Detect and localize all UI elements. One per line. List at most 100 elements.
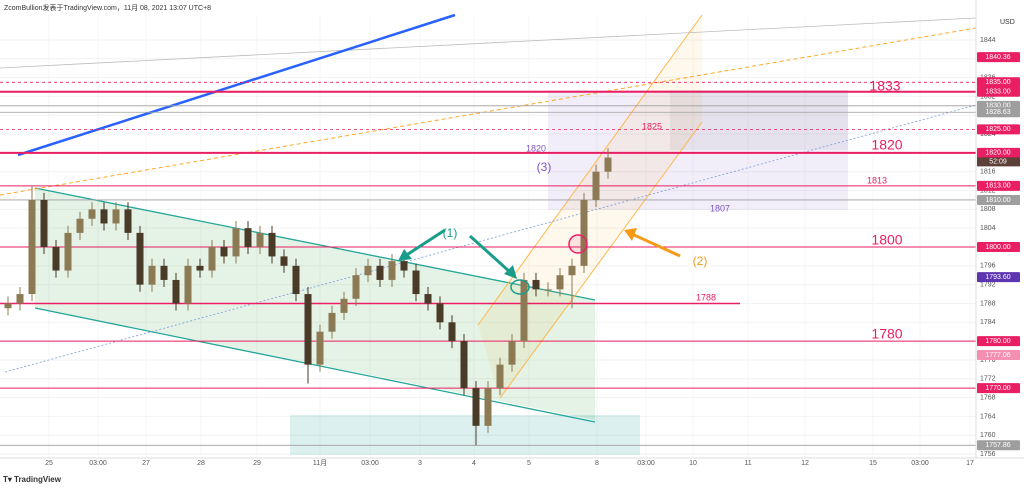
gray-zone [670, 90, 848, 150]
candle-body [88, 209, 96, 219]
candle-body [592, 171, 600, 200]
x-tick-label: 11月 [313, 459, 327, 467]
y-tick-label: 1768 [980, 394, 996, 401]
candle-body [568, 265, 576, 276]
price-label: 1825.00 [985, 126, 1010, 133]
y-tick-label: 1808 [980, 206, 996, 213]
price-label: 1777.06 [985, 352, 1010, 359]
candle-body [184, 265, 192, 304]
gray-trend [0, 17, 977, 69]
candle-body [100, 209, 108, 224]
candle-body [64, 232, 72, 271]
price-label: 1835.00 [985, 79, 1010, 86]
candle-body [352, 275, 360, 299]
arrow-1b-head [504, 265, 517, 279]
price-label: 1828.63 [985, 109, 1010, 116]
candle-body [208, 247, 216, 271]
y-tick-label: 1788 [980, 300, 996, 307]
annotation: 1825 [642, 121, 662, 131]
orange-channel-fill [478, 15, 702, 398]
price-label-box [977, 86, 1020, 97]
header: ZcomBullion发表于TradingView.com，11月 08, 20… [4, 3, 211, 12]
candle-body [388, 261, 396, 280]
logo: T▾ [3, 475, 13, 484]
y-tick-label: 1764 [980, 413, 996, 420]
annotations: 1833 1820 1800 1780 1825 1813 1788 1807 1820 (3) (… [443, 78, 903, 342]
countdown: 52:09 [989, 159, 1007, 166]
candle-body [304, 294, 312, 365]
marker-ellipse [510, 279, 530, 295]
price-label-box [977, 383, 1020, 394]
y-tick-label: 1816 [980, 169, 996, 176]
candle-body [196, 265, 204, 271]
price-label: 1833.00 [985, 89, 1010, 96]
price-label-box [977, 349, 1020, 360]
levels [0, 81, 976, 446]
candle-body [4, 303, 12, 309]
candle-body [364, 265, 372, 276]
arrow-1b [468, 234, 512, 274]
candle-body [40, 199, 48, 247]
y-tick-label: 1804 [980, 225, 996, 232]
candle-body [148, 265, 156, 285]
annotation: (1) [443, 226, 458, 240]
x-tick-label: 03:00 [911, 460, 929, 467]
candle-body [436, 303, 444, 323]
teal-zone [290, 415, 640, 455]
price-label: 1830.00 [985, 103, 1010, 110]
price-label-box [977, 77, 1020, 88]
price-label: 1800.00 [985, 244, 1010, 251]
candle-body [472, 388, 480, 426]
y-tick-label: 1756 [980, 451, 996, 458]
price-label: 1793.60 [985, 274, 1010, 281]
currency: USD [1000, 19, 1015, 26]
price-label: 1813.00 [985, 183, 1010, 190]
candle-body [172, 279, 180, 304]
x-tick-label: 03:00 [361, 460, 379, 467]
candle-body [520, 279, 528, 342]
price-label: 1840.36 [985, 54, 1010, 61]
y-tick-label: 1772 [980, 376, 996, 383]
x-tick-label: 12 [801, 460, 809, 467]
candle-body [484, 388, 492, 426]
candle-body [556, 275, 564, 290]
annotation: 1833 [869, 78, 900, 94]
price-label-box [977, 124, 1020, 135]
countdown-box [977, 157, 1020, 167]
candle-body [16, 294, 24, 304]
price-label: 1820.00 [985, 150, 1010, 157]
x-tick-label: 10 [689, 460, 697, 467]
annotation: 1807 [710, 203, 730, 213]
annotation: 1788 [696, 292, 716, 302]
price-label: 1780.00 [985, 338, 1010, 345]
x-tick-label: 3 [418, 460, 422, 467]
y-tick-label: 1812 [980, 187, 996, 194]
y-tick-label: 1832 [980, 93, 996, 100]
price-label-box [977, 52, 1020, 63]
annotation: (2) [693, 254, 708, 268]
orange-lower [499, 121, 703, 399]
price-label-box [977, 440, 1020, 451]
price-label-box [977, 242, 1020, 252]
candle-body [232, 228, 240, 257]
y-tick-label: 1760 [980, 432, 996, 439]
x-tick-label: 5 [527, 460, 531, 467]
arrow-2-head [624, 228, 637, 241]
axis: 1756176017641768177217761780178417881792… [45, 37, 1020, 467]
candle-body [124, 209, 132, 233]
x-tick-label: 03:00 [89, 460, 107, 467]
price-label: 1757.86 [985, 442, 1010, 449]
price-label-box [977, 272, 1020, 283]
annotation: (3) [537, 160, 552, 174]
x-tick-label: 15 [869, 460, 877, 467]
x-tick-label: 8 [595, 460, 599, 467]
candle-body [280, 256, 288, 266]
arrow-1a-head [398, 249, 412, 261]
y-tick-label: 1792 [980, 281, 996, 288]
candles [4, 148, 612, 446]
y-tick-label: 1776 [980, 357, 996, 364]
footer: TradingView [14, 475, 62, 484]
annotation: 1800 [871, 232, 902, 248]
